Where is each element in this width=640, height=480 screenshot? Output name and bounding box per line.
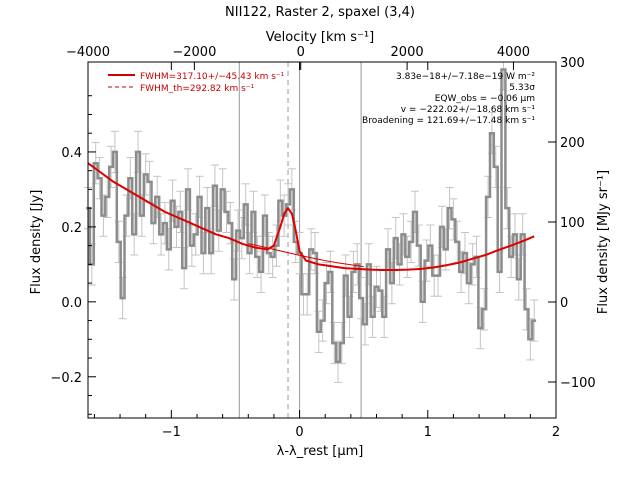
right-axis-label: Flux density [MJy sr⁻¹] — [596, 170, 611, 314]
y-axis-label: Flux density [Jy] — [29, 190, 44, 295]
x-tick-label: 0 — [295, 425, 303, 440]
y-tick-label: 0.2 — [61, 221, 82, 236]
legend-entry-fwhm: FWHM=317.10+/−45.43 km s⁻¹ — [140, 72, 285, 82]
x-tick-label: 1 — [424, 425, 432, 440]
top-axis-label: Velocity [km s⁻¹] — [266, 30, 374, 45]
chart-title: NII122, Raster 2, spaxel (3,4) — [225, 5, 415, 20]
spectrum-line — [86, 68, 537, 364]
x-tick-label: −1 — [162, 425, 181, 440]
plot-area: −1 0 1 2−4000 −2000 0 2000 4000−0.20.00.20.4−10… — [50, 45, 595, 440]
right-tick-label: 300 — [560, 56, 585, 71]
top-tick-label: 2000 — [391, 45, 424, 60]
right-tick-label: −100 — [560, 376, 596, 391]
annotation-velocity: v = −222.02+/−18.68 km s⁻¹ — [401, 105, 536, 115]
legend-entry-fwhm-th: FWHM_th=292.82 km s⁻¹ — [140, 84, 255, 94]
plot-frame — [87, 61, 557, 419]
y-tick-label: −0.2 — [50, 371, 82, 386]
annotation-eqw: EQW_obs = −0.06 μm — [435, 94, 535, 104]
y-tick-label: 0.0 — [61, 296, 82, 311]
fit-annotations: 3.83e−18+/−7.18e−19 W m⁻² 5.33σ EQW_obs … — [362, 72, 535, 126]
legend: FWHM=317.10+/−45.43 km s⁻¹ FWHM_th=292.8… — [108, 72, 285, 94]
x-axis-label: λ-λ_rest [μm] — [277, 444, 364, 459]
right-tick-label: 0 — [560, 296, 568, 311]
top-tick-label: −4000 — [66, 45, 110, 60]
x-tick-label: 2 — [552, 425, 560, 440]
annotation-broadening: Broadening = 121.69+/−17.48 km s⁻¹ — [362, 116, 535, 126]
fit-line — [87, 162, 535, 271]
continuum-line — [248, 243, 364, 268]
annotation-sigma: 5.33σ — [509, 83, 535, 93]
right-tick-label: 100 — [560, 216, 585, 231]
top-tick-label: 0 — [297, 45, 305, 60]
top-tick-label: 4000 — [497, 45, 530, 60]
annotation-flux: 3.83e−18+/−7.18e−19 W m⁻² — [396, 72, 535, 82]
right-tick-label: 200 — [560, 136, 585, 151]
top-tick-label: −2000 — [172, 45, 216, 60]
y-tick-label: 0.4 — [61, 146, 82, 161]
